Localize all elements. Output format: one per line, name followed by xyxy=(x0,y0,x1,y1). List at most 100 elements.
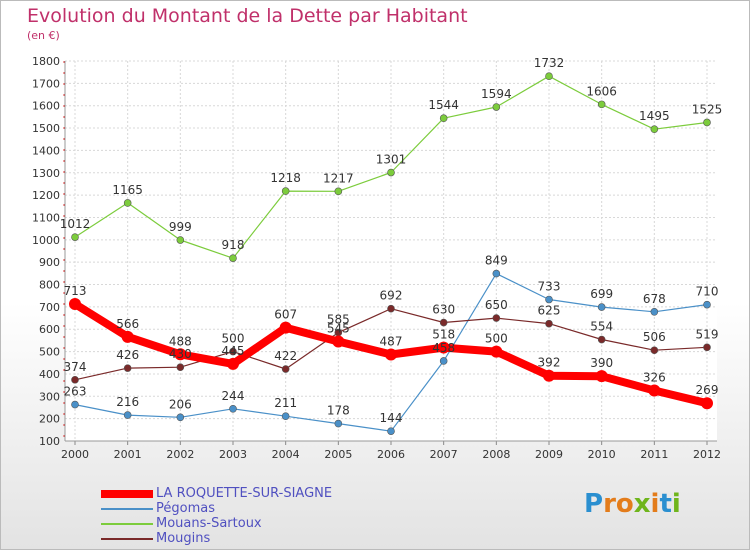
data-label: 244 xyxy=(222,389,245,403)
series-point-2 xyxy=(334,187,343,196)
logo-letter: i xyxy=(671,489,681,519)
chart-title: Evolution du Montant de la Dette par Hab… xyxy=(27,5,468,27)
series-point-0 xyxy=(121,330,134,343)
data-label: 426 xyxy=(116,348,139,362)
series-point-2 xyxy=(439,114,448,123)
y-tick-label: 100 xyxy=(39,435,60,448)
y-tick-label: 1400 xyxy=(32,144,60,157)
series-point-1 xyxy=(492,269,501,278)
series-point-3 xyxy=(650,346,659,355)
series-point-2 xyxy=(492,103,501,111)
data-label: 488 xyxy=(169,334,192,348)
series-point-3 xyxy=(123,364,132,372)
data-label: 206 xyxy=(169,397,192,411)
data-label: 374 xyxy=(64,360,87,374)
series-point-1 xyxy=(281,412,290,420)
y-tick-label: 600 xyxy=(39,323,60,336)
data-label: 630 xyxy=(432,303,455,317)
data-label: 585 xyxy=(327,313,350,327)
y-tick-label: 200 xyxy=(39,413,60,426)
data-label: 392 xyxy=(538,356,561,370)
data-label: 1217 xyxy=(323,171,354,185)
data-label: 1525 xyxy=(692,102,723,116)
data-label: 1218 xyxy=(270,171,301,185)
y-tick-label: 1600 xyxy=(32,100,60,113)
legend-swatch xyxy=(101,538,153,540)
logo-letter: i xyxy=(650,489,660,519)
y-tick-label: 300 xyxy=(39,390,60,403)
legend-label: Mougins xyxy=(156,531,211,546)
series-point-1 xyxy=(545,295,553,304)
legend-label: Pégomas xyxy=(156,501,215,516)
series-point-3 xyxy=(439,318,448,327)
series-point-0 xyxy=(437,341,450,354)
x-tick-label: 2009 xyxy=(535,448,563,461)
series-point-3 xyxy=(703,343,711,352)
data-label: 710 xyxy=(696,285,719,299)
series-point-1 xyxy=(123,411,132,419)
x-tick-label: 2000 xyxy=(61,448,89,461)
logo-letter: P xyxy=(584,489,604,519)
data-label: 216 xyxy=(116,395,139,409)
data-label: 625 xyxy=(538,304,561,318)
data-label: 1495 xyxy=(639,109,670,123)
x-tick-label: 2010 xyxy=(588,448,616,461)
series-point-3 xyxy=(492,314,501,322)
data-label: 733 xyxy=(538,280,561,294)
series-point-2 xyxy=(387,168,395,177)
series-point-0 xyxy=(595,370,608,383)
y-tick-label: 1300 xyxy=(32,167,60,180)
series-point-0 xyxy=(543,369,555,382)
series-point-2 xyxy=(281,187,290,195)
data-label: 849 xyxy=(485,254,508,268)
series-point-2 xyxy=(229,254,237,262)
data-label: 1544 xyxy=(428,98,459,112)
y-tick-label: 800 xyxy=(39,279,60,292)
series-point-1 xyxy=(176,413,185,422)
series-point-2 xyxy=(71,233,79,241)
legend-label: LA ROQUETTE-SUR-SIAGNE xyxy=(156,486,333,501)
data-label: 1165 xyxy=(112,183,143,197)
x-tick-label: 2002 xyxy=(166,448,194,461)
logo-letter: x xyxy=(633,489,651,519)
data-label: 692 xyxy=(380,289,403,303)
data-label: 390 xyxy=(590,356,613,370)
logo-letter: t xyxy=(659,489,672,519)
legend-swatch xyxy=(101,523,153,525)
series-point-3 xyxy=(597,335,606,344)
proxiti-logo: Proxiti xyxy=(584,489,681,519)
series-point-0 xyxy=(701,397,713,410)
series-point-2 xyxy=(650,125,659,133)
series-point-2 xyxy=(703,118,711,127)
series-point-0 xyxy=(69,297,81,310)
data-label: 500 xyxy=(485,332,508,346)
legend-label: Mouans-Sartoux xyxy=(156,516,262,531)
series-point-3 xyxy=(71,375,79,384)
data-label: 1594 xyxy=(481,87,512,101)
y-tick-label: 1000 xyxy=(32,234,60,247)
data-label: 144 xyxy=(380,411,403,425)
series-point-1 xyxy=(71,400,79,409)
series-point-1 xyxy=(650,307,659,316)
data-label: 506 xyxy=(643,330,666,344)
series-point-2 xyxy=(176,236,185,244)
data-label: 211 xyxy=(274,396,297,410)
x-tick-label: 2003 xyxy=(219,448,247,461)
series-point-0 xyxy=(174,348,187,361)
series-point-0 xyxy=(227,357,239,370)
data-label: 999 xyxy=(169,220,192,234)
y-tick-label: 500 xyxy=(39,346,60,359)
chart-subtitle: (en €) xyxy=(27,29,60,42)
series-point-2 xyxy=(123,199,132,207)
data-label: 487 xyxy=(380,334,403,348)
x-tick-label: 2004 xyxy=(272,448,300,461)
y-tick-label: 1700 xyxy=(32,77,60,90)
y-tick-label: 1500 xyxy=(32,122,60,135)
data-label: 445 xyxy=(222,344,245,358)
data-label: 178 xyxy=(327,404,350,418)
data-label: 1301 xyxy=(376,153,407,167)
y-tick-label: 400 xyxy=(39,368,60,381)
series-point-3 xyxy=(545,319,553,328)
data-label: 263 xyxy=(64,385,87,399)
series-point-1 xyxy=(703,300,711,309)
